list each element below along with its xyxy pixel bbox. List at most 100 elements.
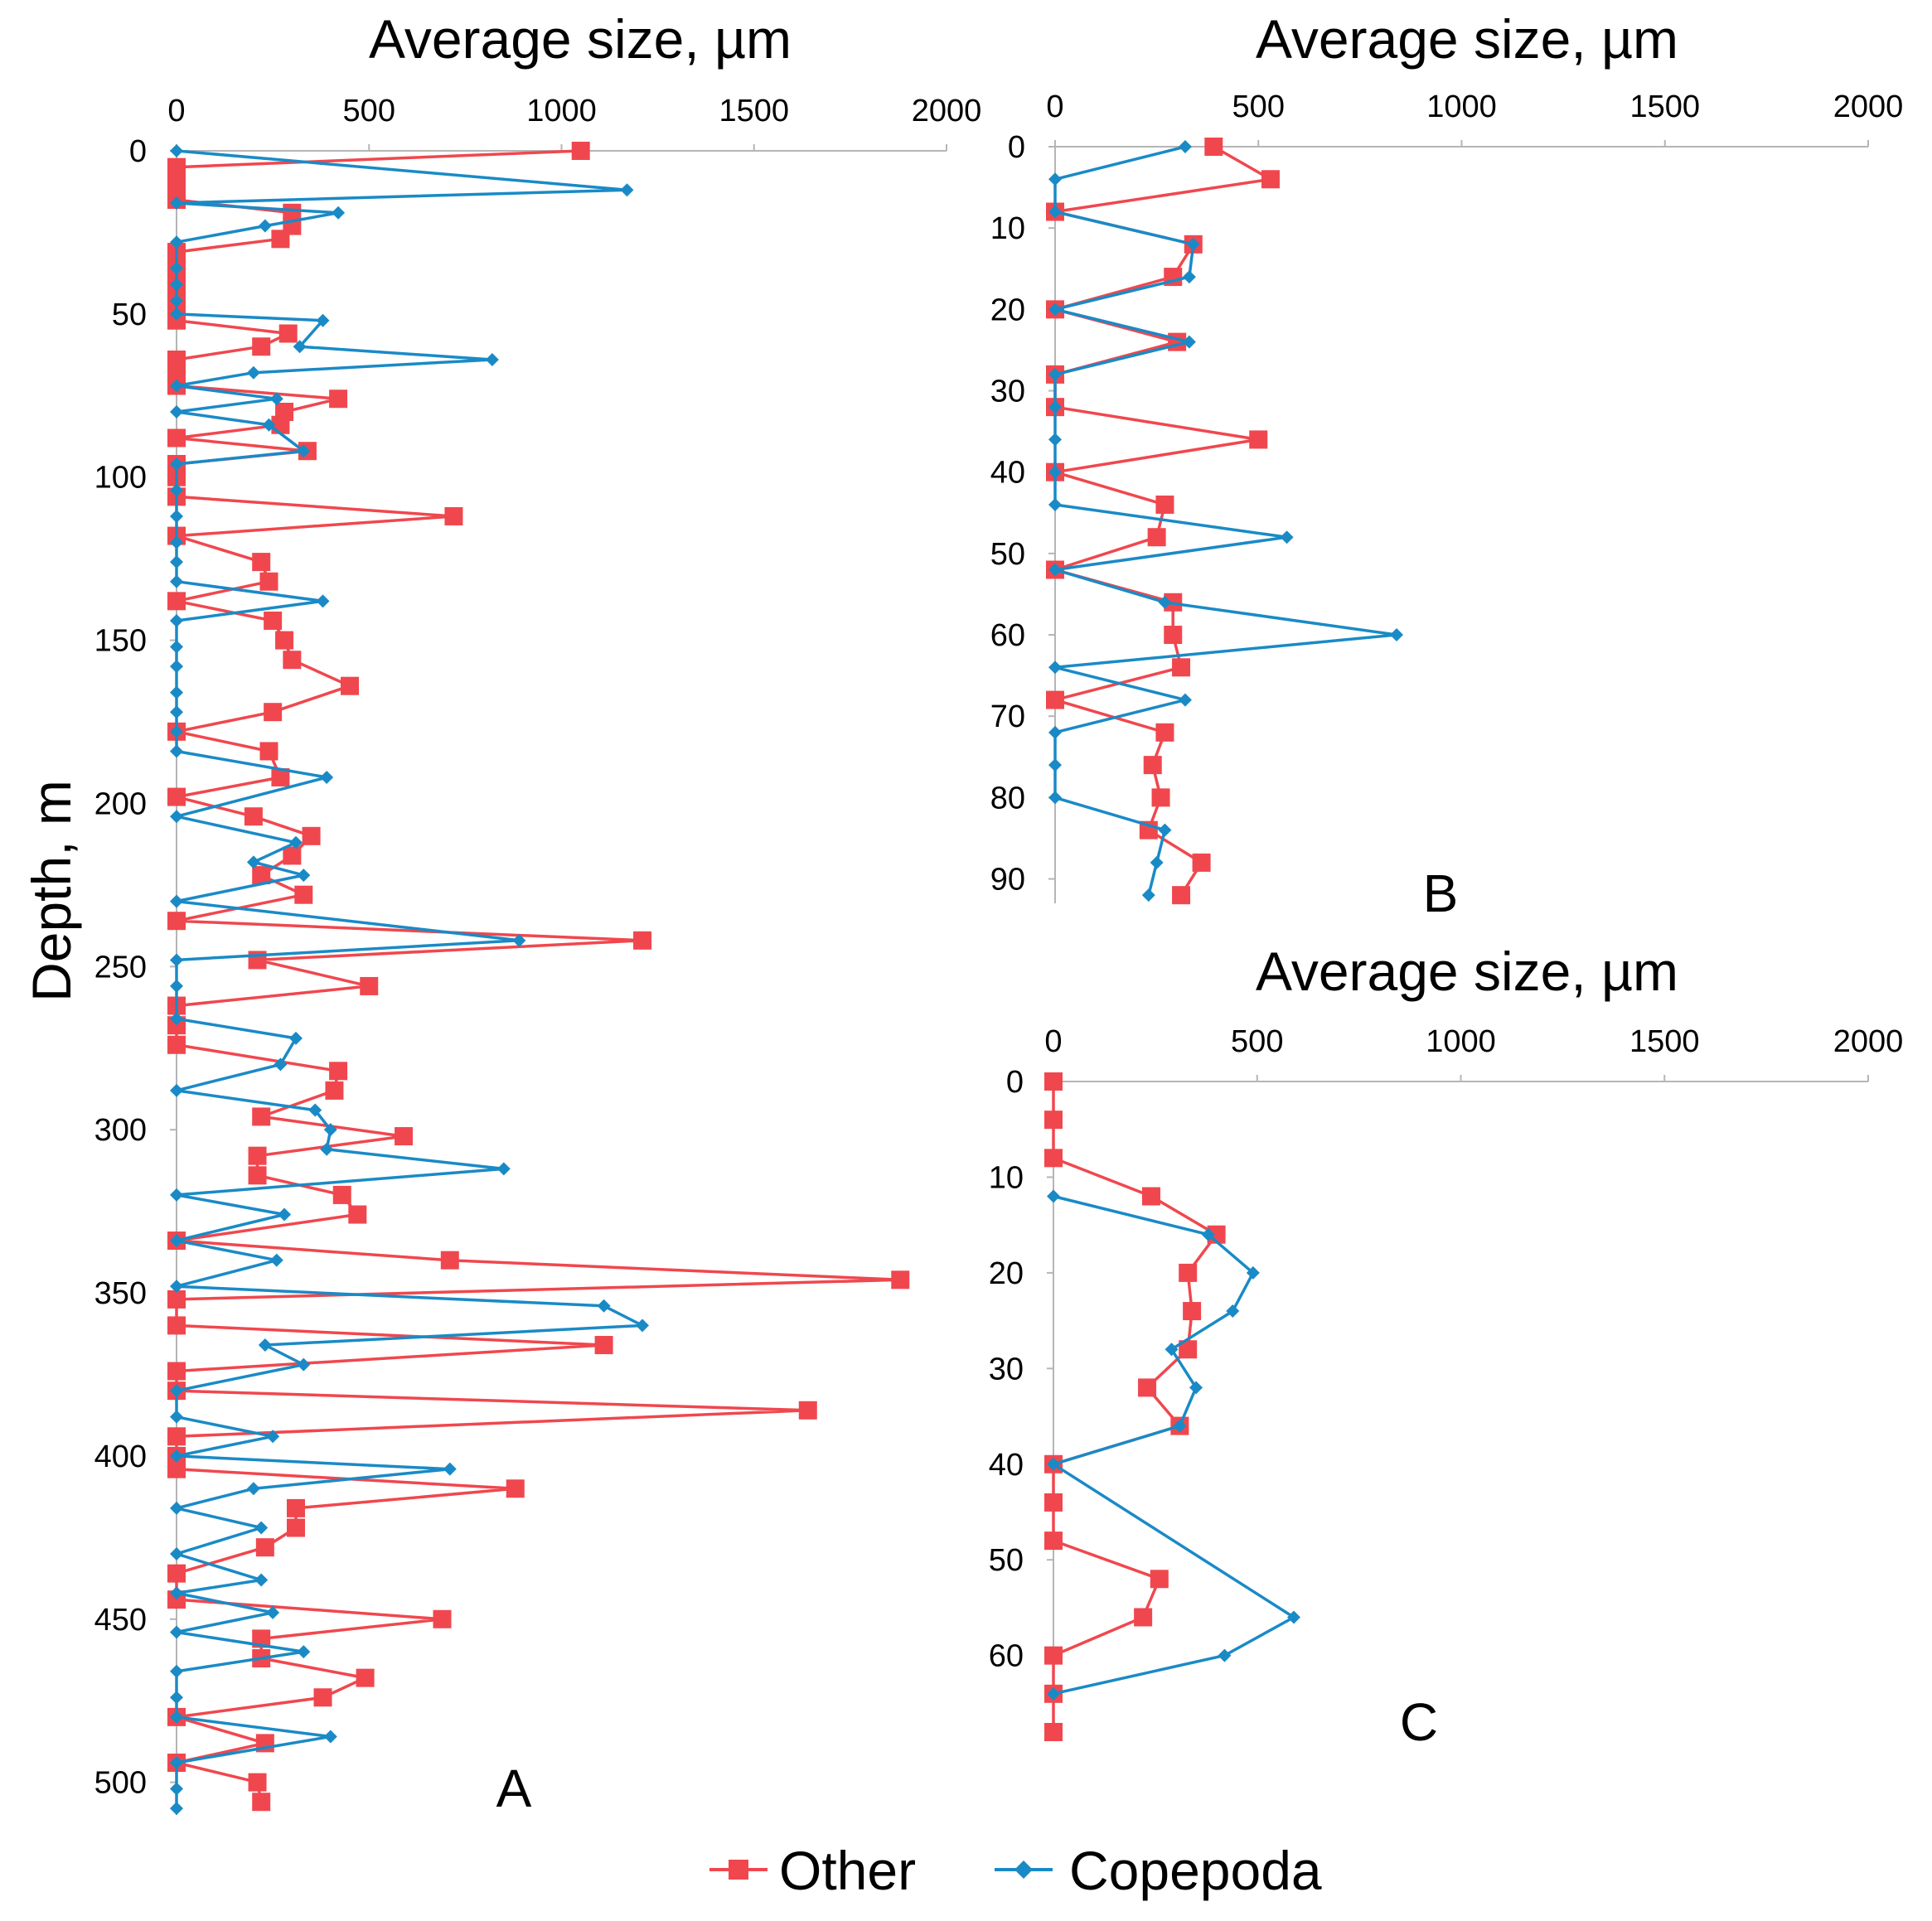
panel-a-letter: A bbox=[496, 1759, 532, 1818]
panel-c-y-tick-label: 50 bbox=[989, 1543, 1024, 1578]
panel-a-y-tick-label: 50 bbox=[112, 298, 147, 332]
panel-c-other-line bbox=[1052, 1081, 1218, 1732]
panel-a-other-point bbox=[259, 742, 278, 761]
panel-b-other-point bbox=[1192, 853, 1211, 872]
panel-a-copepoda-point bbox=[620, 183, 634, 197]
panel-b-other-point bbox=[1151, 788, 1170, 807]
panel-c-other-point bbox=[1044, 1111, 1063, 1130]
legend-copepoda-marker bbox=[1014, 1861, 1033, 1879]
panel-a-other-point bbox=[283, 651, 302, 670]
panel-a-copepoda-point bbox=[246, 855, 260, 869]
panel-c-y-tick-label: 0 bbox=[1006, 1065, 1024, 1100]
panel-b: Average size, µm 0 500 1000 1500 2000 0 10 20 30 4… bbox=[990, 8, 1904, 923]
panel-a-other-point bbox=[286, 1498, 305, 1517]
panel-b-other-point bbox=[1147, 528, 1166, 547]
panel-b-copepoda-point bbox=[1048, 433, 1062, 447]
panel-a-copepoda-point bbox=[320, 770, 334, 784]
panel-a-other-point bbox=[278, 324, 298, 343]
panel-a-other-point bbox=[167, 1459, 186, 1478]
panel-a-other-point bbox=[252, 1107, 271, 1126]
panel-a-copepoda-point bbox=[170, 1625, 183, 1639]
panel-a-copepoda-point bbox=[170, 144, 183, 157]
panel-a-other-point bbox=[395, 1127, 414, 1146]
panel-a-copepoda-point bbox=[170, 509, 183, 523]
panel-b-copepoda-point bbox=[1048, 367, 1062, 381]
panel-b-other-point bbox=[1261, 170, 1280, 189]
panel-a-copepoda-point bbox=[170, 640, 183, 654]
panel-a-copepoda-point bbox=[170, 379, 183, 393]
panel-c-copepoda-point bbox=[1226, 1304, 1240, 1319]
panel-a-x-tick-label: 1000 bbox=[526, 94, 597, 128]
panel-a-other-point bbox=[433, 1609, 452, 1628]
panel-a-copepoda-point bbox=[170, 555, 183, 569]
panel-c-copepoda-line bbox=[1052, 1194, 1295, 1696]
panel-a-copepoda-point bbox=[170, 1664, 183, 1678]
panel-b-copepoda-point bbox=[1150, 855, 1164, 869]
panel-a-other-point bbox=[167, 592, 186, 611]
panel-a-other-point bbox=[248, 1166, 267, 1185]
panel-a-other-point bbox=[167, 157, 186, 177]
panel-c-letter: C bbox=[1400, 1692, 1438, 1752]
panel-c-other-point bbox=[1044, 1072, 1063, 1091]
panel-b-copepoda-point bbox=[1048, 465, 1062, 479]
panel-b-copepoda-point bbox=[1048, 563, 1062, 577]
panel-b-y-tick-label: 40 bbox=[990, 456, 1025, 491]
panel-b-copepoda-point bbox=[1182, 335, 1196, 349]
panel-a-y-tick-label: 100 bbox=[94, 461, 147, 496]
panel-c-other-point bbox=[1179, 1263, 1198, 1282]
panel-c-other-point bbox=[1138, 1378, 1157, 1397]
panel-c-y-tick-label: 30 bbox=[989, 1352, 1024, 1386]
panel-a-other-point bbox=[594, 1336, 613, 1355]
panel-c-other-point bbox=[1179, 1340, 1198, 1359]
panel-a-other-point bbox=[255, 1538, 274, 1557]
panel-a-copepoda-point bbox=[308, 1103, 322, 1117]
panel-c-x-tick-label: 2000 bbox=[1833, 1024, 1904, 1059]
panel-a-copepoda-point bbox=[636, 1319, 650, 1333]
panel-c-copepoda-point bbox=[1189, 1381, 1203, 1395]
panel-b-other-point bbox=[1143, 756, 1162, 775]
panel-a-copepoda-point bbox=[170, 278, 183, 292]
panel-a-copepoda-point bbox=[254, 1521, 269, 1535]
legend-item-copepoda: Copepoda bbox=[995, 1840, 1322, 1901]
panel-a-copepoda-point bbox=[320, 1142, 334, 1156]
panel-b-y-tick-label: 50 bbox=[990, 537, 1025, 572]
panel-b-copepoda-point bbox=[1186, 237, 1200, 251]
panel-a-other-point bbox=[444, 506, 463, 525]
panel-a-copepoda-point bbox=[323, 1730, 337, 1744]
panel-c-copepoda-point bbox=[1173, 1419, 1187, 1433]
panel-a-other-point bbox=[798, 1401, 817, 1420]
panel-b-copepoda-point bbox=[1048, 205, 1062, 219]
panel-b-letter: B bbox=[1423, 864, 1459, 923]
panel-a-copepoda-point bbox=[297, 1357, 311, 1372]
panel-c-other-point bbox=[1134, 1608, 1153, 1627]
panel-a-x-tick-label: 0 bbox=[167, 94, 185, 128]
panel-a-y-tick-label: 450 bbox=[94, 1603, 147, 1638]
panel-c-copepoda-point bbox=[1218, 1648, 1232, 1662]
panel-c: Average size, µm 0 500 1000 1500 2000 0 10 20 30 4… bbox=[989, 941, 1904, 1752]
panel-a-other-point bbox=[325, 1081, 344, 1100]
panel-c-copepoda-point bbox=[1286, 1610, 1300, 1624]
panel-a-copepoda-point bbox=[170, 1384, 183, 1398]
panel-a-other-point bbox=[440, 1251, 459, 1270]
panel-b-copepoda-line bbox=[1053, 145, 1398, 896]
panel-b-copepoda-point bbox=[1280, 530, 1294, 544]
panel-a-y-tick-label: 0 bbox=[129, 134, 147, 169]
panel-a-y-tick-label: 350 bbox=[94, 1276, 147, 1311]
panel-a-copepoda-point bbox=[170, 685, 183, 699]
panel-a-copepoda-point bbox=[170, 196, 183, 210]
legend: Other Copepoda bbox=[709, 1840, 1322, 1901]
panel-a-copepoda-point bbox=[254, 1573, 269, 1587]
panel-a-copepoda-point bbox=[274, 1057, 288, 1072]
panel-a: Average size, µm 0 500 1000 1500 2000 0 50 100 15… bbox=[94, 8, 982, 1818]
panel-a-copepoda-point bbox=[170, 1188, 183, 1202]
panel-c-copepoda-point bbox=[1047, 1686, 1060, 1701]
panel-a-copepoda-point bbox=[316, 313, 330, 327]
panel-c-x-tick-label: 0 bbox=[1044, 1024, 1062, 1059]
panel-a-copepoda-point bbox=[278, 1207, 292, 1222]
panel-a-copepoda-point bbox=[262, 418, 276, 432]
panel-a-copepoda-point bbox=[170, 574, 183, 588]
panel-c-y-tick-label: 40 bbox=[989, 1448, 1024, 1483]
panel-a-other-line bbox=[175, 149, 903, 1802]
panel-a-copepoda-point bbox=[170, 1234, 183, 1248]
